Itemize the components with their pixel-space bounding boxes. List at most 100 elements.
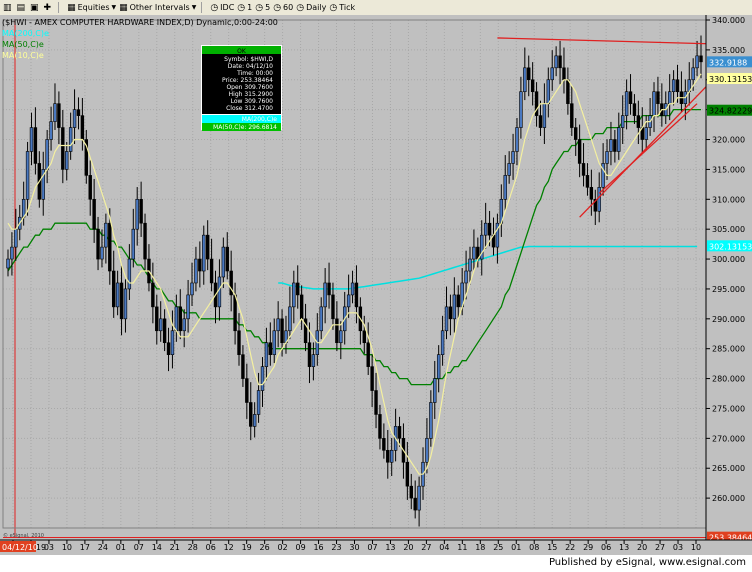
candle-body (503, 175, 507, 200)
candle-body (252, 414, 257, 427)
x-tick-label: 06 (601, 543, 611, 552)
candle-body (597, 187, 601, 212)
candle-body (288, 306, 292, 332)
trendline[interactable] (579, 79, 714, 218)
tooltip-header: OK (237, 48, 247, 55)
candle-body (14, 228, 18, 248)
price-label-box (707, 240, 752, 252)
x-tick-label: 21 (170, 543, 180, 552)
candle-body (487, 222, 492, 236)
candle-body (166, 342, 171, 355)
candle-body (577, 139, 582, 164)
candle-body (691, 67, 695, 81)
candle-body (389, 450, 394, 463)
chevron-down-icon: ▼ (111, 4, 117, 11)
footer: Published by eSignal, www.esignal.com (0, 555, 752, 572)
x-tick-label: 07 (134, 543, 144, 552)
overlay: ($HWI - AMEX COMPUTER HARDWARE INDEX,D) … (2, 18, 282, 131)
toolbar-item-1[interactable]: ◷ 1 (237, 0, 252, 15)
candle-body (350, 282, 355, 296)
published-by: Published by eSignal, www.esignal.com (548, 557, 746, 568)
candle-body (33, 127, 38, 164)
candle-body (170, 330, 175, 355)
candle-body (135, 198, 139, 230)
candle-body (436, 354, 441, 379)
candle-body (123, 288, 128, 320)
candle-body (115, 282, 120, 308)
price-chart[interactable]: 340.000335.000330.000325.000320.000315.0… (0, 15, 752, 555)
candle-body (112, 270, 116, 308)
x-tick-label: 18 (475, 543, 485, 552)
x-tick-label: 14 (152, 543, 162, 552)
trendline[interactable] (497, 37, 713, 45)
x-tick-label: 16 (313, 543, 323, 552)
candle-body (507, 163, 511, 176)
x-tick-label: 01 (511, 543, 521, 552)
candle-body (519, 91, 523, 128)
candle-body (644, 127, 648, 140)
candle-body (264, 342, 269, 367)
clock-icon: ◷ (329, 2, 338, 13)
clock-icon: ◷ (237, 2, 246, 13)
x-tick-label: 17 (80, 543, 90, 552)
x-tick-label: 09 (295, 543, 305, 552)
toolbar-item-equities[interactable]: ▦ Equities ▼ (67, 0, 116, 15)
x-month-label: May (41, 554, 58, 555)
toolbar-item-other-intervals[interactable]: ▦ Other Intervals ▼ (119, 0, 196, 15)
toolbar-item-idc[interactable]: ◷ IDC (210, 0, 234, 15)
clock-icon: ◷ (210, 2, 219, 13)
candle-body (593, 198, 597, 212)
tooltip-line: High 315.2900 (229, 91, 274, 98)
x-month-label: Aug (275, 554, 291, 555)
toolbar-plus-button[interactable]: ✚ (44, 3, 54, 13)
candle-body (566, 79, 570, 104)
price-label: 330.13153 (709, 75, 752, 84)
price-label-box (707, 72, 752, 84)
toolbar-item-60[interactable]: ◷ 60 (273, 0, 293, 15)
candle-body (155, 306, 159, 332)
toolbar-folder-open-button[interactable]: ▤ (17, 3, 28, 13)
y-tick-label: 275.000 (712, 404, 745, 413)
toolbar-item-label: 1 (247, 3, 253, 12)
candle-body (104, 222, 108, 248)
tooltip-line: Time: 00:00 (236, 70, 273, 77)
candle-body (480, 234, 484, 260)
tooltip-ma-line: MA(50,C)e: 296.6814 (213, 124, 277, 131)
tooltip-ma-box (202, 123, 281, 131)
candle-body (198, 258, 202, 272)
x-tick-label: 27 (655, 543, 665, 552)
candle-body (495, 222, 500, 248)
candle-body (45, 139, 49, 170)
candle-body (632, 103, 637, 116)
tooltip-line: Date: 04/12/10 (228, 63, 273, 70)
legend-item: MA(200,C)e (2, 29, 49, 38)
x-tick-label: 12 (224, 543, 234, 552)
trendline[interactable] (598, 103, 698, 194)
date-badge-box (0, 541, 36, 552)
date-badge: 04/12/10 (2, 543, 38, 552)
clock-icon: ◷ (273, 2, 282, 13)
toolbar-save-button[interactable]: ▣ (30, 3, 41, 13)
x-tick-label: 10 (62, 543, 72, 552)
candle-body (558, 55, 562, 69)
x-tick-label: 20 (637, 543, 647, 552)
toolbar: ▥ ▤ ▣ ✚ ▦ Equities ▼ ▦ Other Intervals ▼ ◷ IDC ◷ 1 ◷ 5 ◷… (0, 0, 752, 16)
candle-body (25, 151, 30, 200)
y-tick-label: 320.000 (712, 136, 745, 145)
y-tick-label: 335.000 (712, 46, 745, 55)
x-axis-panel (0, 540, 752, 555)
tooltip-line: Close 312.4700 (226, 105, 273, 112)
candle-body (542, 103, 547, 128)
candle-body (534, 91, 539, 116)
y-axis-panel (706, 15, 752, 540)
toolbar-chart-button[interactable]: ▥ (3, 3, 14, 13)
toolbar-item-tick[interactable]: ◷ Tick (329, 0, 355, 15)
toolbar-item-5[interactable]: ◷ 5 (255, 0, 270, 15)
candle-body (354, 282, 359, 308)
candle-body (511, 151, 515, 164)
candle-body (656, 91, 660, 104)
price-label-box (707, 531, 752, 543)
toolbar-item-daily[interactable]: ◷ Daily (296, 0, 326, 15)
candle-body (554, 55, 558, 69)
candle-body (225, 246, 229, 272)
